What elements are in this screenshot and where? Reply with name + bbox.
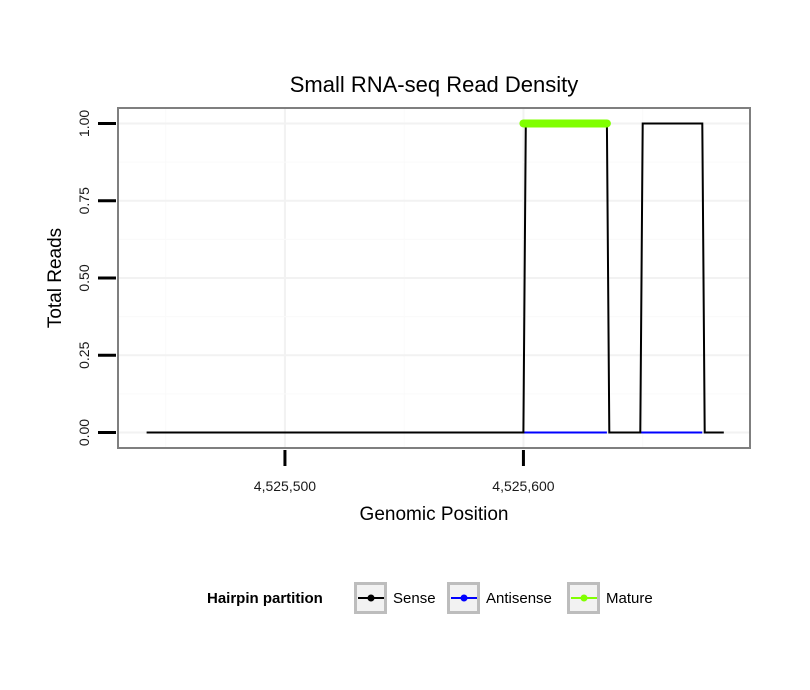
y-tick-label: 0.50	[76, 264, 92, 291]
x-axis-title: Genomic Position	[360, 504, 509, 525]
y-tick-label: 1.00	[76, 110, 92, 137]
legend-label: Sense	[393, 590, 436, 607]
legend-key-point	[580, 594, 588, 602]
x-tick-label: 4,525,500	[254, 478, 316, 494]
chart-title: Small RNA-seq Read Density	[290, 72, 579, 97]
legend: Hairpin partition Sense Antisense Mature	[207, 582, 653, 614]
axes: 0.00 0.25 0.50 0.75 1.00 4,525,500 4,525,600	[76, 110, 555, 494]
y-axis-title: Total Reads	[45, 228, 66, 328]
plot-panel-border	[117, 107, 751, 449]
y-tick-label: 0.00	[76, 419, 92, 446]
legend-key-point	[460, 594, 468, 602]
legend-label: Mature	[606, 590, 653, 607]
legend-title: Hairpin partition	[207, 590, 323, 607]
y-tick-label: 0.25	[76, 341, 92, 368]
legend-key-point	[367, 594, 375, 602]
grid	[118, 108, 750, 448]
y-tick-label: 0.75	[76, 187, 92, 214]
series-layer	[146, 119, 724, 434]
legend-label: Antisense	[486, 590, 552, 607]
x-tick-label: 4,525,600	[492, 478, 554, 494]
sense-line	[146, 122, 724, 434]
